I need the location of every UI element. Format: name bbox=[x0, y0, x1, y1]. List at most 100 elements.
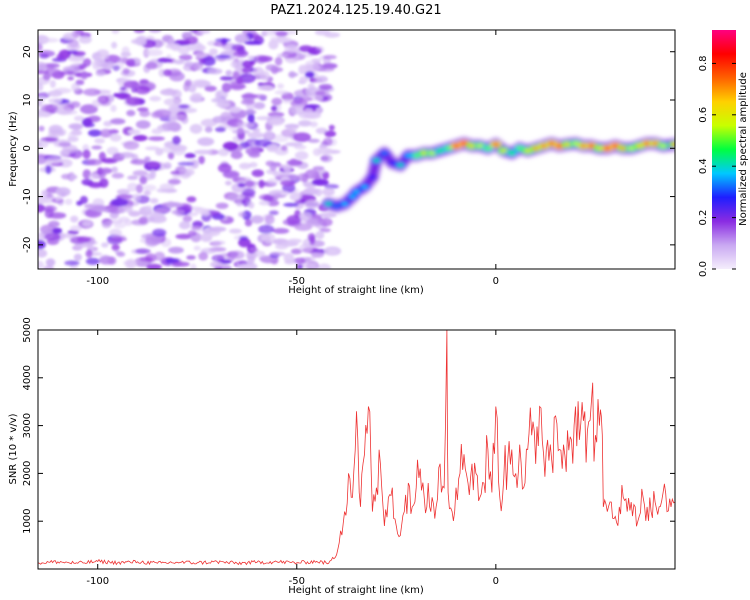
noise-blob bbox=[248, 201, 255, 209]
noise-blob bbox=[67, 76, 75, 81]
noise-blob bbox=[42, 73, 51, 81]
noise-blob bbox=[280, 191, 290, 196]
noise-blob bbox=[284, 259, 296, 265]
noise-blob bbox=[123, 260, 135, 266]
noise-blob bbox=[172, 135, 181, 145]
noise-blob bbox=[48, 129, 65, 137]
noise-blob bbox=[277, 83, 284, 89]
ridge-core bbox=[484, 146, 492, 151]
noise-blob bbox=[158, 68, 166, 78]
noise-blob bbox=[112, 65, 120, 71]
noise-blob bbox=[145, 61, 158, 70]
x-tick-label: -100 bbox=[86, 576, 109, 587]
noise-blob bbox=[268, 210, 279, 216]
noise-blob bbox=[159, 183, 175, 190]
noise-blob bbox=[83, 88, 101, 96]
noise-blob bbox=[276, 53, 289, 58]
noise-blob bbox=[183, 64, 196, 72]
noise-blob bbox=[178, 54, 193, 61]
noise-blob bbox=[271, 97, 283, 106]
noise-blob bbox=[307, 48, 321, 56]
noise-blob bbox=[194, 80, 212, 88]
noise-blob bbox=[162, 69, 172, 77]
ridge-core bbox=[372, 158, 380, 163]
noise-blob bbox=[268, 39, 279, 50]
noise-blob bbox=[234, 33, 249, 44]
noise-blob bbox=[132, 193, 141, 201]
noise-blob bbox=[214, 126, 226, 133]
noise-blob bbox=[204, 126, 213, 133]
noise-blob bbox=[163, 98, 180, 106]
noise-blob bbox=[222, 171, 239, 178]
noise-blob bbox=[71, 82, 80, 93]
noise-blob bbox=[321, 63, 338, 69]
noise-blob bbox=[198, 155, 205, 165]
signal-ridge bbox=[321, 136, 675, 214]
spectrogram-ylabel: Frequency (Hz) bbox=[8, 111, 19, 187]
noise-blob bbox=[111, 30, 120, 34]
noise-blob bbox=[139, 109, 151, 118]
ridge-core bbox=[579, 144, 587, 148]
noise-blob bbox=[172, 261, 190, 267]
noise-blob bbox=[179, 168, 195, 177]
noise-blob bbox=[145, 235, 162, 246]
noise-blob bbox=[323, 137, 333, 146]
noise-blob bbox=[284, 44, 299, 54]
noise-blob bbox=[148, 30, 162, 33]
noise-blob bbox=[311, 58, 322, 63]
noise-blob bbox=[217, 163, 232, 173]
noise-blob bbox=[89, 204, 107, 212]
noise-blob bbox=[169, 144, 188, 152]
noise-blob bbox=[318, 212, 337, 218]
noise-blob bbox=[253, 35, 263, 41]
noise-blob bbox=[41, 194, 56, 200]
ridge-core bbox=[420, 151, 428, 155]
noise-blob bbox=[264, 130, 274, 140]
noise-blob bbox=[94, 138, 105, 144]
noise-blob bbox=[157, 57, 173, 63]
noise-blob bbox=[318, 83, 333, 91]
noise-blob bbox=[149, 95, 162, 102]
y-tick-label: 5000 bbox=[22, 317, 33, 342]
noise-blob bbox=[317, 263, 331, 269]
noise-blob bbox=[225, 70, 233, 76]
noise-blob bbox=[119, 152, 135, 159]
noise-blob bbox=[258, 200, 270, 206]
noise-blob bbox=[124, 219, 133, 226]
noise-blob bbox=[128, 210, 141, 217]
y-tick-label: 1000 bbox=[22, 508, 33, 533]
noise-blob bbox=[123, 140, 140, 150]
noise-blob bbox=[199, 30, 211, 34]
noise-blob bbox=[241, 99, 255, 105]
noise-blob bbox=[323, 32, 341, 38]
noise-blob bbox=[98, 52, 109, 61]
noise-blob bbox=[304, 257, 312, 263]
noise-blob bbox=[245, 180, 255, 188]
noise-blob bbox=[213, 41, 227, 47]
noise-blob bbox=[116, 188, 130, 195]
noise-blob bbox=[250, 215, 264, 224]
noise-blob bbox=[121, 46, 130, 56]
noise-blob bbox=[70, 215, 79, 223]
noise-blob bbox=[38, 100, 43, 107]
noise-blob bbox=[52, 103, 69, 108]
noise-blob bbox=[165, 88, 174, 93]
noise-blob bbox=[113, 222, 126, 229]
chart-title: PAZ1.2024.125.19.40.G21 bbox=[270, 3, 441, 18]
noise-blob bbox=[194, 149, 212, 155]
noise-blob bbox=[101, 242, 109, 248]
noise-blob bbox=[126, 109, 136, 117]
noise-blob bbox=[259, 70, 270, 81]
noise-blob bbox=[258, 179, 265, 189]
noise-blob bbox=[123, 80, 140, 89]
noise-blob bbox=[208, 226, 227, 232]
noise-blob bbox=[97, 95, 110, 104]
x-tick-label: -50 bbox=[289, 276, 305, 287]
noise-blob bbox=[133, 134, 148, 142]
ridge-core bbox=[643, 141, 651, 146]
noise-blob bbox=[247, 113, 255, 123]
ridge-core bbox=[380, 151, 388, 155]
noise-blob bbox=[67, 54, 85, 63]
ridge-core bbox=[444, 146, 452, 151]
ridge-core bbox=[492, 142, 500, 147]
